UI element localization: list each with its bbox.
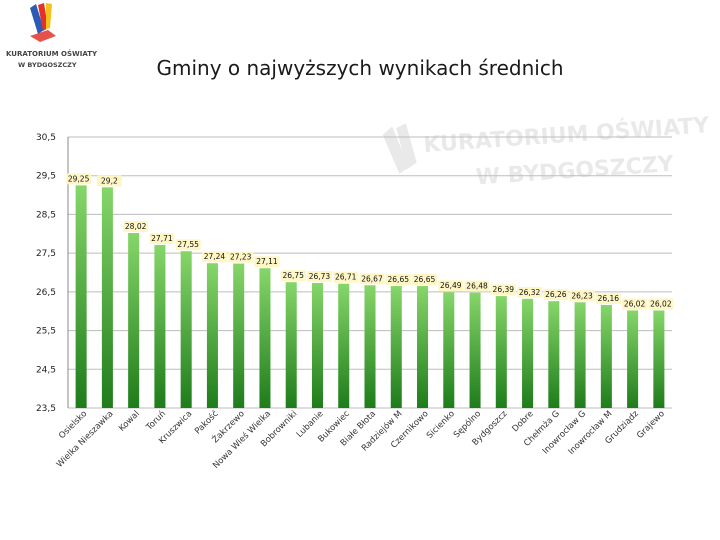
chart-title: Gminy o najwyższych wynikach średnich [156,56,564,80]
bar [417,286,429,408]
y-tick-label: 29,5 [36,172,56,182]
logo-book-icon [30,3,56,42]
x-category-label: Toruń [144,409,168,433]
bar [101,187,113,408]
bar [364,285,376,408]
x-category-label: Grajewo [635,409,667,441]
value-label: 27,11 [256,257,278,266]
value-label-bg [490,284,516,296]
x-category-label: Dobre [510,409,535,434]
value-label: 26,67 [361,274,383,283]
bar [469,292,481,408]
bar [75,185,87,408]
y-tick-label: 30,5 [36,133,56,143]
bar [338,283,350,408]
y-tick-label: 24,5 [36,365,56,375]
value-label: 26,02 [650,299,672,308]
value-label-bg [595,293,621,305]
value-label-bg [438,280,464,292]
value-label-bg [306,270,332,282]
value-label-bg [385,274,411,286]
logo-line2: W BYDGOSZCZY [18,61,77,69]
bar [522,298,534,408]
y-tick-label: 26,5 [36,288,56,298]
y-tick-label: 27,5 [36,249,56,259]
value-labels: 29,25 29,2 28,02 27,71 27,55 27,24 27,23 27,11 2… [66,173,674,310]
y-tick-label: 28,5 [36,210,56,220]
value-label: 27,24 [204,252,226,261]
bar [180,251,192,408]
bar [548,301,560,408]
bar [285,282,297,408]
value-label: 26,23 [571,291,593,300]
logo-line1: KURATORIUM OŚWIATY [6,49,98,58]
value-label-bg [412,274,438,286]
bar [574,302,586,408]
bar [600,305,612,408]
value-label: 26,16 [598,294,620,303]
bar [259,268,271,408]
y-tick-label: 25,5 [36,327,56,337]
value-label-bg [149,233,175,245]
value-label-bg [648,298,674,310]
x-category-label: Kowal [117,409,142,434]
value-label-bg [543,289,569,301]
value-label: 26,49 [440,281,462,290]
watermark-line2: W BYDGOSZCZY [475,152,676,191]
value-label: 27,55 [177,240,199,249]
watermark-logo: KURATORIUM OŚWIATY W BYDGOSZCZY [382,112,711,191]
bar [311,282,323,408]
value-label-bg [228,251,254,263]
value-label: 26,39 [493,285,515,294]
bar [653,310,665,408]
value-label-bg [464,280,490,292]
value-label: 26,65 [388,275,410,284]
bar [128,233,140,408]
value-label-bg [333,271,359,283]
y-tick-label: 23,5 [36,404,56,414]
value-label: 26,26 [545,290,567,299]
bar [206,263,218,408]
bars [75,185,665,408]
x-category-label: Sicienko [425,409,457,441]
value-label: 26,02 [624,299,646,308]
value-label: 26,71 [335,273,357,282]
value-label: 29,25 [68,174,90,183]
value-label-bg [123,221,149,233]
bar [443,292,455,408]
value-label: 26,65 [414,275,436,284]
value-label: 27,23 [230,253,252,262]
value-label: 28,02 [125,222,147,231]
bar [154,245,166,408]
value-label-bg [66,173,92,185]
value-label: 26,75 [282,271,304,280]
value-label: 26,32 [519,288,541,297]
value-label-bg [201,251,227,263]
value-label: 27,71 [151,234,173,243]
y-tick-labels: 30,5 29,5 28,5 27,5 26,5 25,5 24,5 23,5 [36,133,56,414]
value-label: 26,73 [309,272,331,281]
value-label-bg [622,298,648,310]
value-label-bg [517,286,543,298]
value-label: 26,48 [466,282,488,291]
value-label-bg [254,256,280,268]
bar [390,286,402,408]
value-label-bg [569,290,595,302]
value-label-bg [280,270,306,282]
value-label-bg [96,175,122,187]
bar [627,310,639,408]
value-label-bg [175,239,201,251]
value-label: 29,2 [101,176,118,185]
value-label-bg [359,273,385,285]
kuratorium-logo: KURATORIUM OŚWIATY W BYDGOSZCZY [6,3,98,69]
bar [495,296,507,408]
bar [233,263,245,408]
